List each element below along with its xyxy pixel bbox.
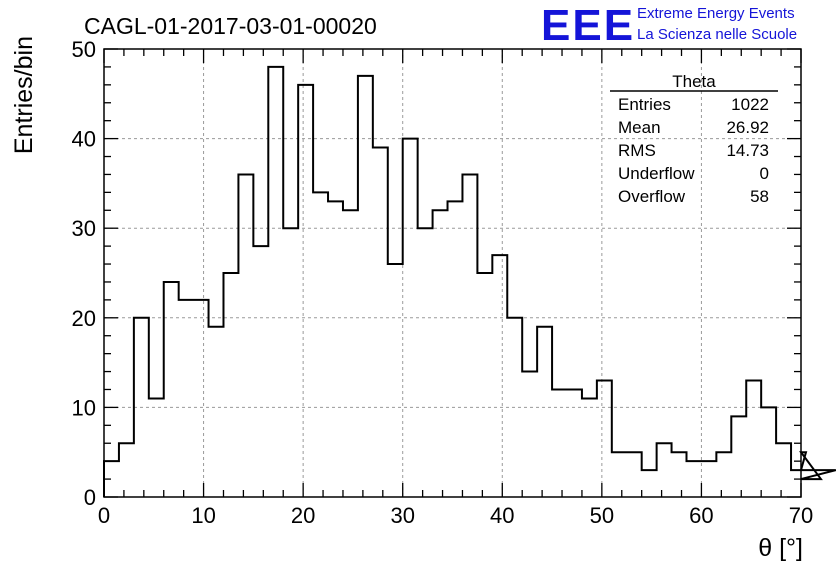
eee-logo-line2: La Scienza nelle Scuole [637,26,797,43]
stats-label-entries: Entries [618,95,671,114]
stats-value-rms: 14.73 [726,141,769,160]
x-tick-label: 50 [590,503,614,528]
y-tick-label: 20 [72,306,96,331]
stats-label-overflow: Overflow [618,187,686,206]
x-tick-label: 70 [789,503,813,528]
stats-value-entries: 1022 [731,95,769,114]
histogram-line [103,65,836,497]
stats-label-underflow: Underflow [618,164,695,183]
stats-value-mean: 26.92 [726,118,769,137]
stats-value-underflow: 0 [760,164,769,183]
stats-name: Theta [672,72,716,91]
eee-logo-letters: EEE [541,1,635,50]
x-tick-label: 20 [291,503,315,528]
y-tick-label: 0 [84,485,96,510]
x-tick-label: 10 [191,503,215,528]
x-axis-label: θ [°] [758,534,803,562]
eee-logo-line1: Extreme Energy Events [637,5,795,22]
y-tick-label: 30 [72,216,96,241]
x-tick-label: 30 [390,503,414,528]
stats-box: Theta Entries 1022 Mean 26.92 RMS 14.73 Underf… [610,72,778,206]
x-tick-label: 40 [490,503,514,528]
y-axis-label: Entries/bin [10,36,38,154]
stats-rows: Entries 1022 Mean 26.92 RMS 14.73 Underflow 0 Ov… [618,95,769,206]
axis-ticks [103,48,802,498]
y-tick-label: 40 [72,127,96,152]
stats-value-overflow: 58 [750,187,769,206]
run-title: CAGL-01-2017-03-01-00020 [84,13,377,39]
eee-logo: EEE Extreme Energy Events La Scienza nel… [541,1,797,50]
plot-frame [103,48,802,498]
axis-tick-labels: 0 10 20 30 40 50 60 70 0 10 20 30 40 50 [72,37,814,528]
y-tick-label: 10 [72,395,96,420]
stats-label-rms: RMS [618,141,656,160]
stats-label-mean: Mean [618,118,661,137]
x-tick-label: 0 [98,503,110,528]
grid-lines [104,49,801,497]
x-tick-label: 60 [689,503,713,528]
y-tick-label: 50 [72,37,96,62]
